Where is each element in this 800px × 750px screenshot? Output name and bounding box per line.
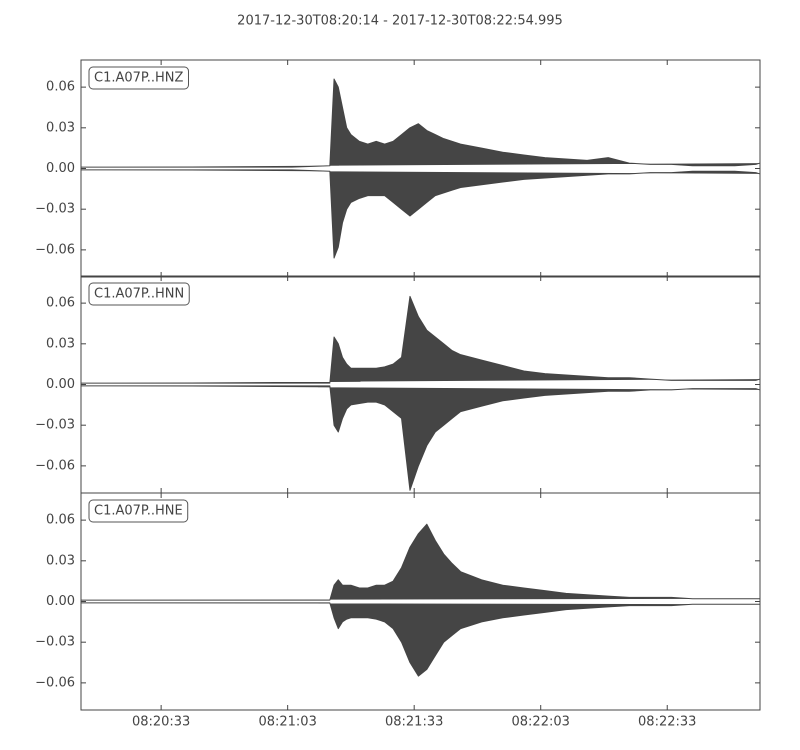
y-tick-label: 0.06 [46, 80, 75, 95]
y-tick-label: 0.00 [46, 377, 75, 392]
x-tick-label: 08:22:33 [638, 715, 696, 730]
y-tick-label: −0.03 [35, 202, 75, 217]
y-tick-label: −0.06 [35, 458, 75, 473]
y-tick-label: 0.03 [46, 120, 75, 135]
y-tick-label: −0.03 [35, 418, 75, 433]
y-tick-label: 0.06 [46, 296, 75, 311]
waveform-envelope [81, 295, 761, 384]
y-tick-label: −0.03 [35, 635, 75, 650]
x-tick-label: 08:21:33 [385, 715, 443, 730]
trace-label-box [88, 282, 190, 306]
chart-title: 2017-12-30T08:20:14 - 2017-12-30T08:22:5… [237, 14, 563, 29]
y-tick-label: 0.03 [46, 336, 75, 351]
y-tick-label: −0.06 [35, 675, 75, 690]
y-tick-label: 0.06 [46, 513, 75, 528]
trace-label: C1.A07P..HNZ [94, 71, 183, 86]
trace-label-box [88, 66, 189, 90]
waveform-envelope [81, 169, 761, 259]
y-tick-label: 0.03 [46, 553, 75, 568]
y-tick-label: 0.00 [46, 594, 75, 609]
x-tick-label: 08:20:33 [132, 715, 190, 730]
x-tick-label: 08:22:03 [512, 715, 570, 730]
y-tick-label: −0.06 [35, 242, 75, 257]
waveform-envelope [81, 523, 760, 601]
waveform-envelope [81, 78, 761, 168]
waveform-envelope [81, 602, 760, 677]
waveform-envelope [81, 385, 761, 491]
trace-label: C1.A07P..HNE [94, 504, 183, 519]
x-tick-label: 08:21:03 [258, 715, 316, 730]
trace-label: C1.A07P..HNN [94, 287, 184, 302]
trace-label-box [88, 499, 189, 523]
y-tick-label: 0.00 [46, 161, 75, 176]
